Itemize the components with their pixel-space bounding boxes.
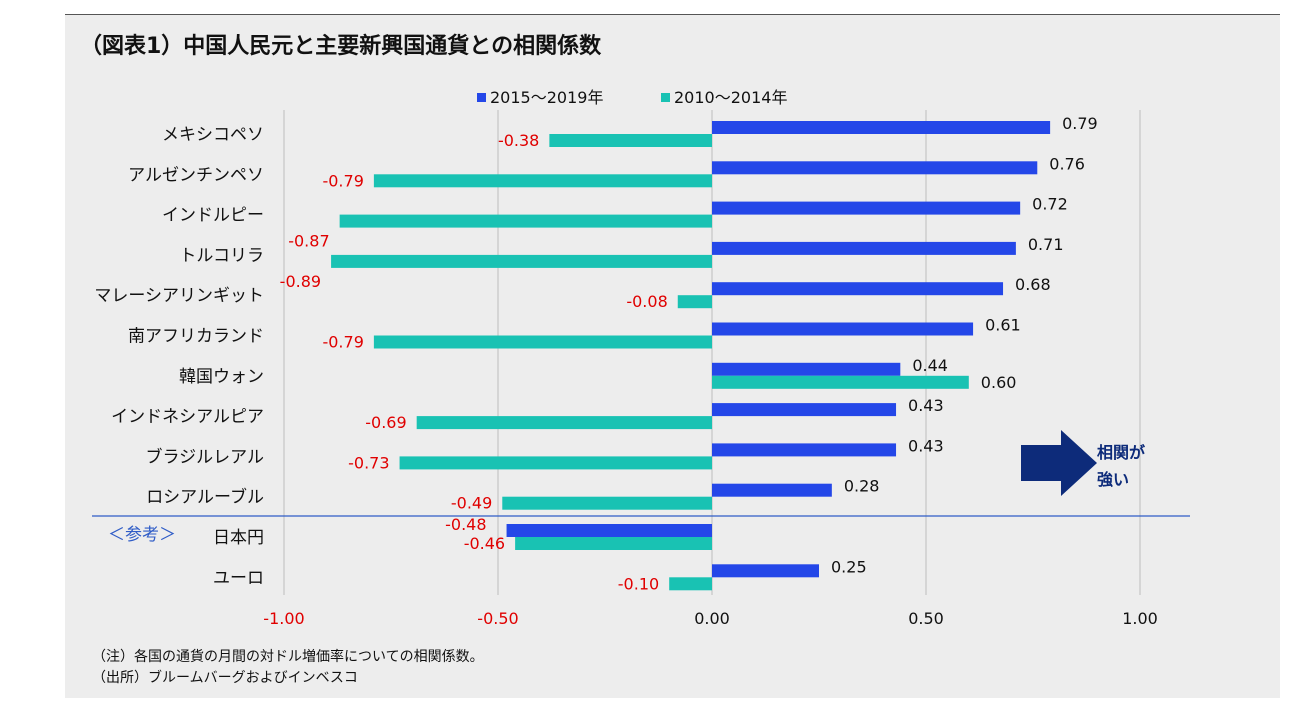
data-label-2015-2019: 0.61: [985, 316, 1021, 335]
bar-2010-2014: [373, 335, 712, 349]
data-label-2010-2014: -0.69: [365, 413, 406, 432]
data-label-2015-2019: 0.68: [1015, 275, 1051, 294]
category-label: トルコリラ: [179, 246, 264, 266]
right-arrow-icon: [1021, 430, 1097, 496]
bar-2015-2019: [506, 524, 712, 537]
data-label-2015-2019: 0.79: [1062, 114, 1098, 133]
bar-2010-2014: [399, 456, 712, 470]
bar-2010-2014: [669, 577, 712, 591]
footnote: （注）各国の通貨の月間の対ドル増価率についての相関係数。: [92, 649, 484, 665]
legend-swatch: [477, 93, 486, 102]
bar-2015-2019: [712, 121, 1051, 134]
data-label-2010-2014: -0.46: [464, 534, 505, 553]
bar-2015-2019: [712, 362, 901, 376]
data-label-2010-2014: -0.10: [618, 574, 659, 593]
category-label: ブラジルレアル: [146, 446, 265, 467]
annotation-label: 相関が: [1097, 443, 1145, 462]
data-label-2010-2014: -0.79: [322, 333, 363, 352]
data-label-2010-2014: -0.73: [348, 453, 389, 472]
category-label: マレーシアリンギット: [94, 286, 264, 306]
bar-2010-2014: [416, 416, 712, 430]
data-label-2015-2019: 0.44: [912, 356, 948, 375]
category-label: 日本円: [213, 528, 264, 548]
x-tick-label: -1.00: [263, 609, 304, 628]
bar-2010-2014: [677, 295, 712, 309]
legend-label: 2015～2019年: [490, 88, 603, 107]
legend-swatch: [661, 93, 670, 102]
data-label-2010-2014: -0.79: [322, 171, 363, 190]
bar-2015-2019: [712, 241, 1016, 255]
source-note: （出所）ブルームバーグおよびインベスコ: [92, 670, 358, 686]
data-label-2010-2014: -0.08: [626, 292, 667, 311]
data-label-2015-2019: 0.71: [1028, 235, 1064, 254]
category-label: ユーロ: [213, 568, 264, 588]
bar-2010-2014: [549, 134, 712, 147]
data-label-2015-2019: 0.43: [908, 436, 944, 455]
bar-2015-2019: [712, 322, 974, 336]
bar-2010-2014: [339, 214, 712, 228]
x-tick-label: 0.50: [908, 609, 944, 628]
data-label-2015-2019: 0.72: [1032, 195, 1068, 214]
x-tick-label: 0.00: [694, 609, 730, 628]
data-label-2010-2014: -0.49: [451, 494, 492, 513]
chart-title: （図表1）中国人民元と主要新興国通貨との相関係数: [80, 34, 602, 59]
data-label-2015-2019: 0.25: [831, 557, 867, 576]
data-label-2010-2014: -0.89: [280, 272, 321, 291]
bar-2015-2019: [712, 161, 1038, 175]
reference-label: ＜参考＞: [108, 525, 176, 545]
bar-2010-2014: [515, 537, 712, 550]
data-label-2015-2019: -0.48: [445, 515, 486, 534]
category-label: 韓国ウォン: [179, 367, 264, 387]
data-label-2015-2019: 0.28: [844, 477, 880, 496]
data-label-2015-2019: 0.76: [1049, 154, 1085, 173]
bar-2015-2019: [712, 201, 1021, 215]
bar-2010-2014: [502, 496, 712, 510]
top-rule: [65, 14, 1280, 15]
annotation-label: 強い: [1097, 470, 1129, 489]
category-label: ロシアルーブル: [146, 487, 264, 508]
bar-2015-2019: [712, 403, 897, 417]
bar-2015-2019: [712, 282, 1004, 296]
category-label: インドルピー: [162, 206, 264, 226]
bar-2010-2014: [712, 375, 969, 389]
bar-2015-2019: [712, 443, 897, 457]
x-tick-label: -0.50: [477, 609, 518, 628]
data-label-2010-2014: -0.38: [498, 131, 539, 150]
bar-2015-2019: [712, 564, 819, 578]
category-label: インドネシアルピア: [111, 407, 264, 427]
legend-label: 2010～2014年: [674, 88, 787, 107]
category-label: メキシコペソ: [162, 125, 264, 145]
bar-2015-2019: [712, 483, 832, 497]
category-label: アルゼンチンペソ: [128, 165, 264, 185]
data-label-2010-2014: -0.87: [288, 232, 329, 251]
x-tick-label: 1.00: [1122, 609, 1158, 628]
bar-2010-2014: [331, 254, 712, 268]
category-label: 南アフリカランド: [128, 327, 264, 347]
data-label-2010-2014: 0.60: [981, 373, 1017, 392]
data-label-2015-2019: 0.43: [908, 396, 944, 415]
bar-2010-2014: [373, 174, 712, 188]
